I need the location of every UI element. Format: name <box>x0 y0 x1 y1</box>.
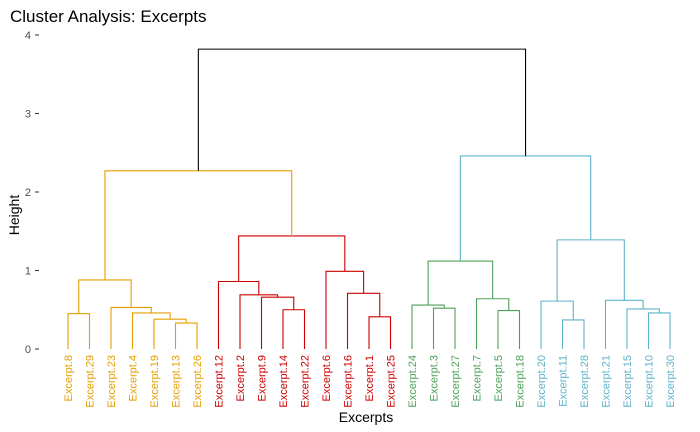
dendrogram-link <box>110 306 152 349</box>
dendrogram-link <box>647 312 671 349</box>
leaf-label: Excerpt.6 <box>321 355 333 401</box>
y-tick-label: 1 <box>25 266 31 278</box>
leaf-labels: Excerpt.8 Excerpt.29 Excerpt.23 Excerpt.4 Ex… <box>63 355 677 408</box>
leaf-label: Excerpt.2 <box>235 355 247 401</box>
leaf-label: Excerpt.16 <box>343 355 355 408</box>
dendrogram-link <box>104 170 293 280</box>
dendrogram-link <box>67 313 91 349</box>
leaf-label: Excerpt.25 <box>386 355 398 408</box>
dendrogram-link <box>197 48 527 171</box>
y-tick-label: 0 <box>25 344 31 356</box>
leaf-label: Excerpt.18 <box>515 355 527 408</box>
leaf-label: Excerpt.1 <box>364 355 376 401</box>
dendrogram-link <box>78 279 132 314</box>
y-tick-label: 4 <box>25 30 31 42</box>
dendrogram-link <box>604 299 644 349</box>
dendrogram-link <box>626 308 660 349</box>
dendrogram-link <box>556 239 625 302</box>
dendrogram-link <box>346 292 381 349</box>
leaf-label: Excerpt.12 <box>214 355 226 408</box>
leaf-label: Excerpt.26 <box>192 355 204 408</box>
leaf-label: Excerpt.11 <box>558 355 570 407</box>
dendrogram-link <box>432 307 456 349</box>
dendrogram-link <box>239 294 279 349</box>
dendrogram-branches <box>67 48 671 349</box>
leaf-label: Excerpt.24 <box>407 355 419 408</box>
leaf-label: Excerpt.30 <box>665 355 677 408</box>
leaf-label: Excerpt.29 <box>85 355 97 408</box>
leaf-label: Excerpt.9 <box>257 355 269 401</box>
dendrogram-link <box>174 322 198 349</box>
leaf-label: Excerpt.15 <box>622 355 634 408</box>
x-axis-label: Excerpts <box>339 409 393 425</box>
leaf-label: Excerpt.5 <box>493 355 505 401</box>
dendrogram-link <box>475 298 510 349</box>
dendrogram-link <box>325 270 365 349</box>
dendrogram-link <box>217 280 260 349</box>
leaf-label: Excerpt.28 <box>579 355 591 408</box>
leaf-label: Excerpt.21 <box>601 355 613 408</box>
leaf-label: Excerpt.14 <box>278 355 290 408</box>
dendrogram-link <box>540 300 574 349</box>
dendrogram-link <box>459 155 592 262</box>
dendrogram-link <box>368 316 392 349</box>
dendrogram-link <box>411 304 445 349</box>
y-tick-label: 3 <box>25 109 31 121</box>
leaf-label: Excerpt.8 <box>63 355 75 401</box>
dendrogram-link <box>282 309 306 349</box>
dendrogram-link <box>561 319 585 349</box>
leaf-label: Excerpt.7 <box>472 355 484 401</box>
leaf-label: Excerpt.19 <box>149 355 161 408</box>
y-axis-label: Height <box>6 195 22 236</box>
leaf-label: Excerpt.10 <box>644 355 656 408</box>
chart-title: Cluster Analysis: Excerpts <box>10 7 207 26</box>
leaf-label: Excerpt.3 <box>429 355 441 401</box>
leaf-label: Excerpt.13 <box>171 355 183 408</box>
dendrogram-link <box>131 312 171 349</box>
dendrogram-link <box>260 296 295 349</box>
leaf-label: Excerpt.4 <box>128 355 140 401</box>
leaf-label: Excerpt.23 <box>106 355 118 408</box>
dendrogram-link <box>238 235 346 282</box>
leaf-label: Excerpt.22 <box>300 355 312 408</box>
leaf-label: Excerpt.20 <box>536 355 548 408</box>
leaf-label: Excerpt.27 <box>450 355 462 408</box>
y-tick-label: 2 <box>25 187 31 199</box>
dendrogram-link <box>497 309 521 349</box>
y-axis: 0 1 2 3 4 <box>25 30 39 356</box>
